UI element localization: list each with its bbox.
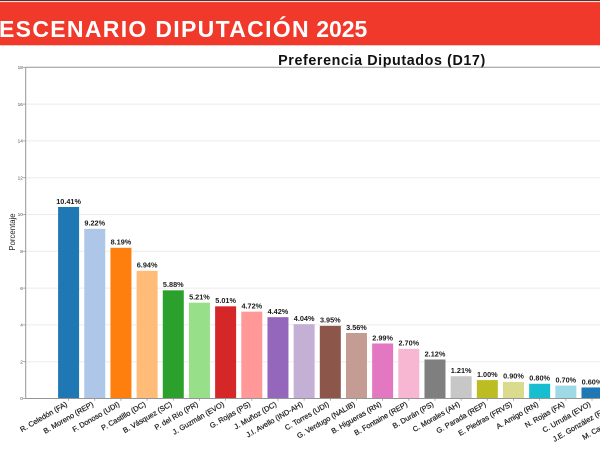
svg-text:2.70%: 2.70% (398, 339, 419, 348)
svg-text:1.00%: 1.00% (477, 370, 498, 379)
svg-text:4.04%: 4.04% (294, 314, 315, 323)
svg-text:0: 0 (20, 396, 23, 401)
svg-text:0.60%: 0.60% (582, 377, 600, 386)
svg-text:2.99%: 2.99% (372, 333, 393, 342)
svg-text:5.21%: 5.21% (189, 292, 210, 301)
svg-text:18: 18 (18, 65, 24, 70)
svg-text:5.01%: 5.01% (215, 296, 236, 305)
svg-text:0.80%: 0.80% (529, 374, 550, 383)
svg-text:12: 12 (18, 175, 24, 180)
svg-text:2: 2 (20, 359, 23, 364)
svg-text:9.22%: 9.22% (84, 219, 105, 228)
svg-text:10.41%: 10.41% (56, 197, 81, 206)
svg-text:3.56%: 3.56% (346, 323, 367, 332)
svg-text:2025: 2025 (316, 16, 367, 42)
svg-text:8.19%: 8.19% (111, 238, 132, 247)
svg-text:Porcentaje: Porcentaje (8, 213, 17, 250)
svg-text:3.95%: 3.95% (320, 316, 341, 325)
svg-text:1.21%: 1.21% (451, 366, 472, 375)
svg-text:4.72%: 4.72% (241, 301, 262, 310)
svg-text:2.12%: 2.12% (425, 349, 446, 358)
svg-text:6: 6 (20, 286, 23, 291)
svg-text:5.88%: 5.88% (163, 280, 184, 289)
svg-text:0.70%: 0.70% (555, 375, 576, 384)
svg-text:10: 10 (18, 212, 24, 217)
svg-text:16: 16 (18, 102, 24, 107)
svg-text:Preferencia Diputados (D17): Preferencia Diputados (D17) (278, 53, 486, 69)
svg-text:8: 8 (20, 249, 23, 254)
svg-text:0.90%: 0.90% (503, 372, 524, 381)
svg-text:4.42%: 4.42% (268, 307, 289, 316)
svg-text:4: 4 (20, 323, 23, 328)
svg-text:14: 14 (18, 139, 24, 144)
svg-text:ESCENARIO DIPUTACIÓN: ESCENARIO DIPUTACIÓN (0, 15, 310, 42)
svg-text:6.94%: 6.94% (137, 261, 158, 270)
